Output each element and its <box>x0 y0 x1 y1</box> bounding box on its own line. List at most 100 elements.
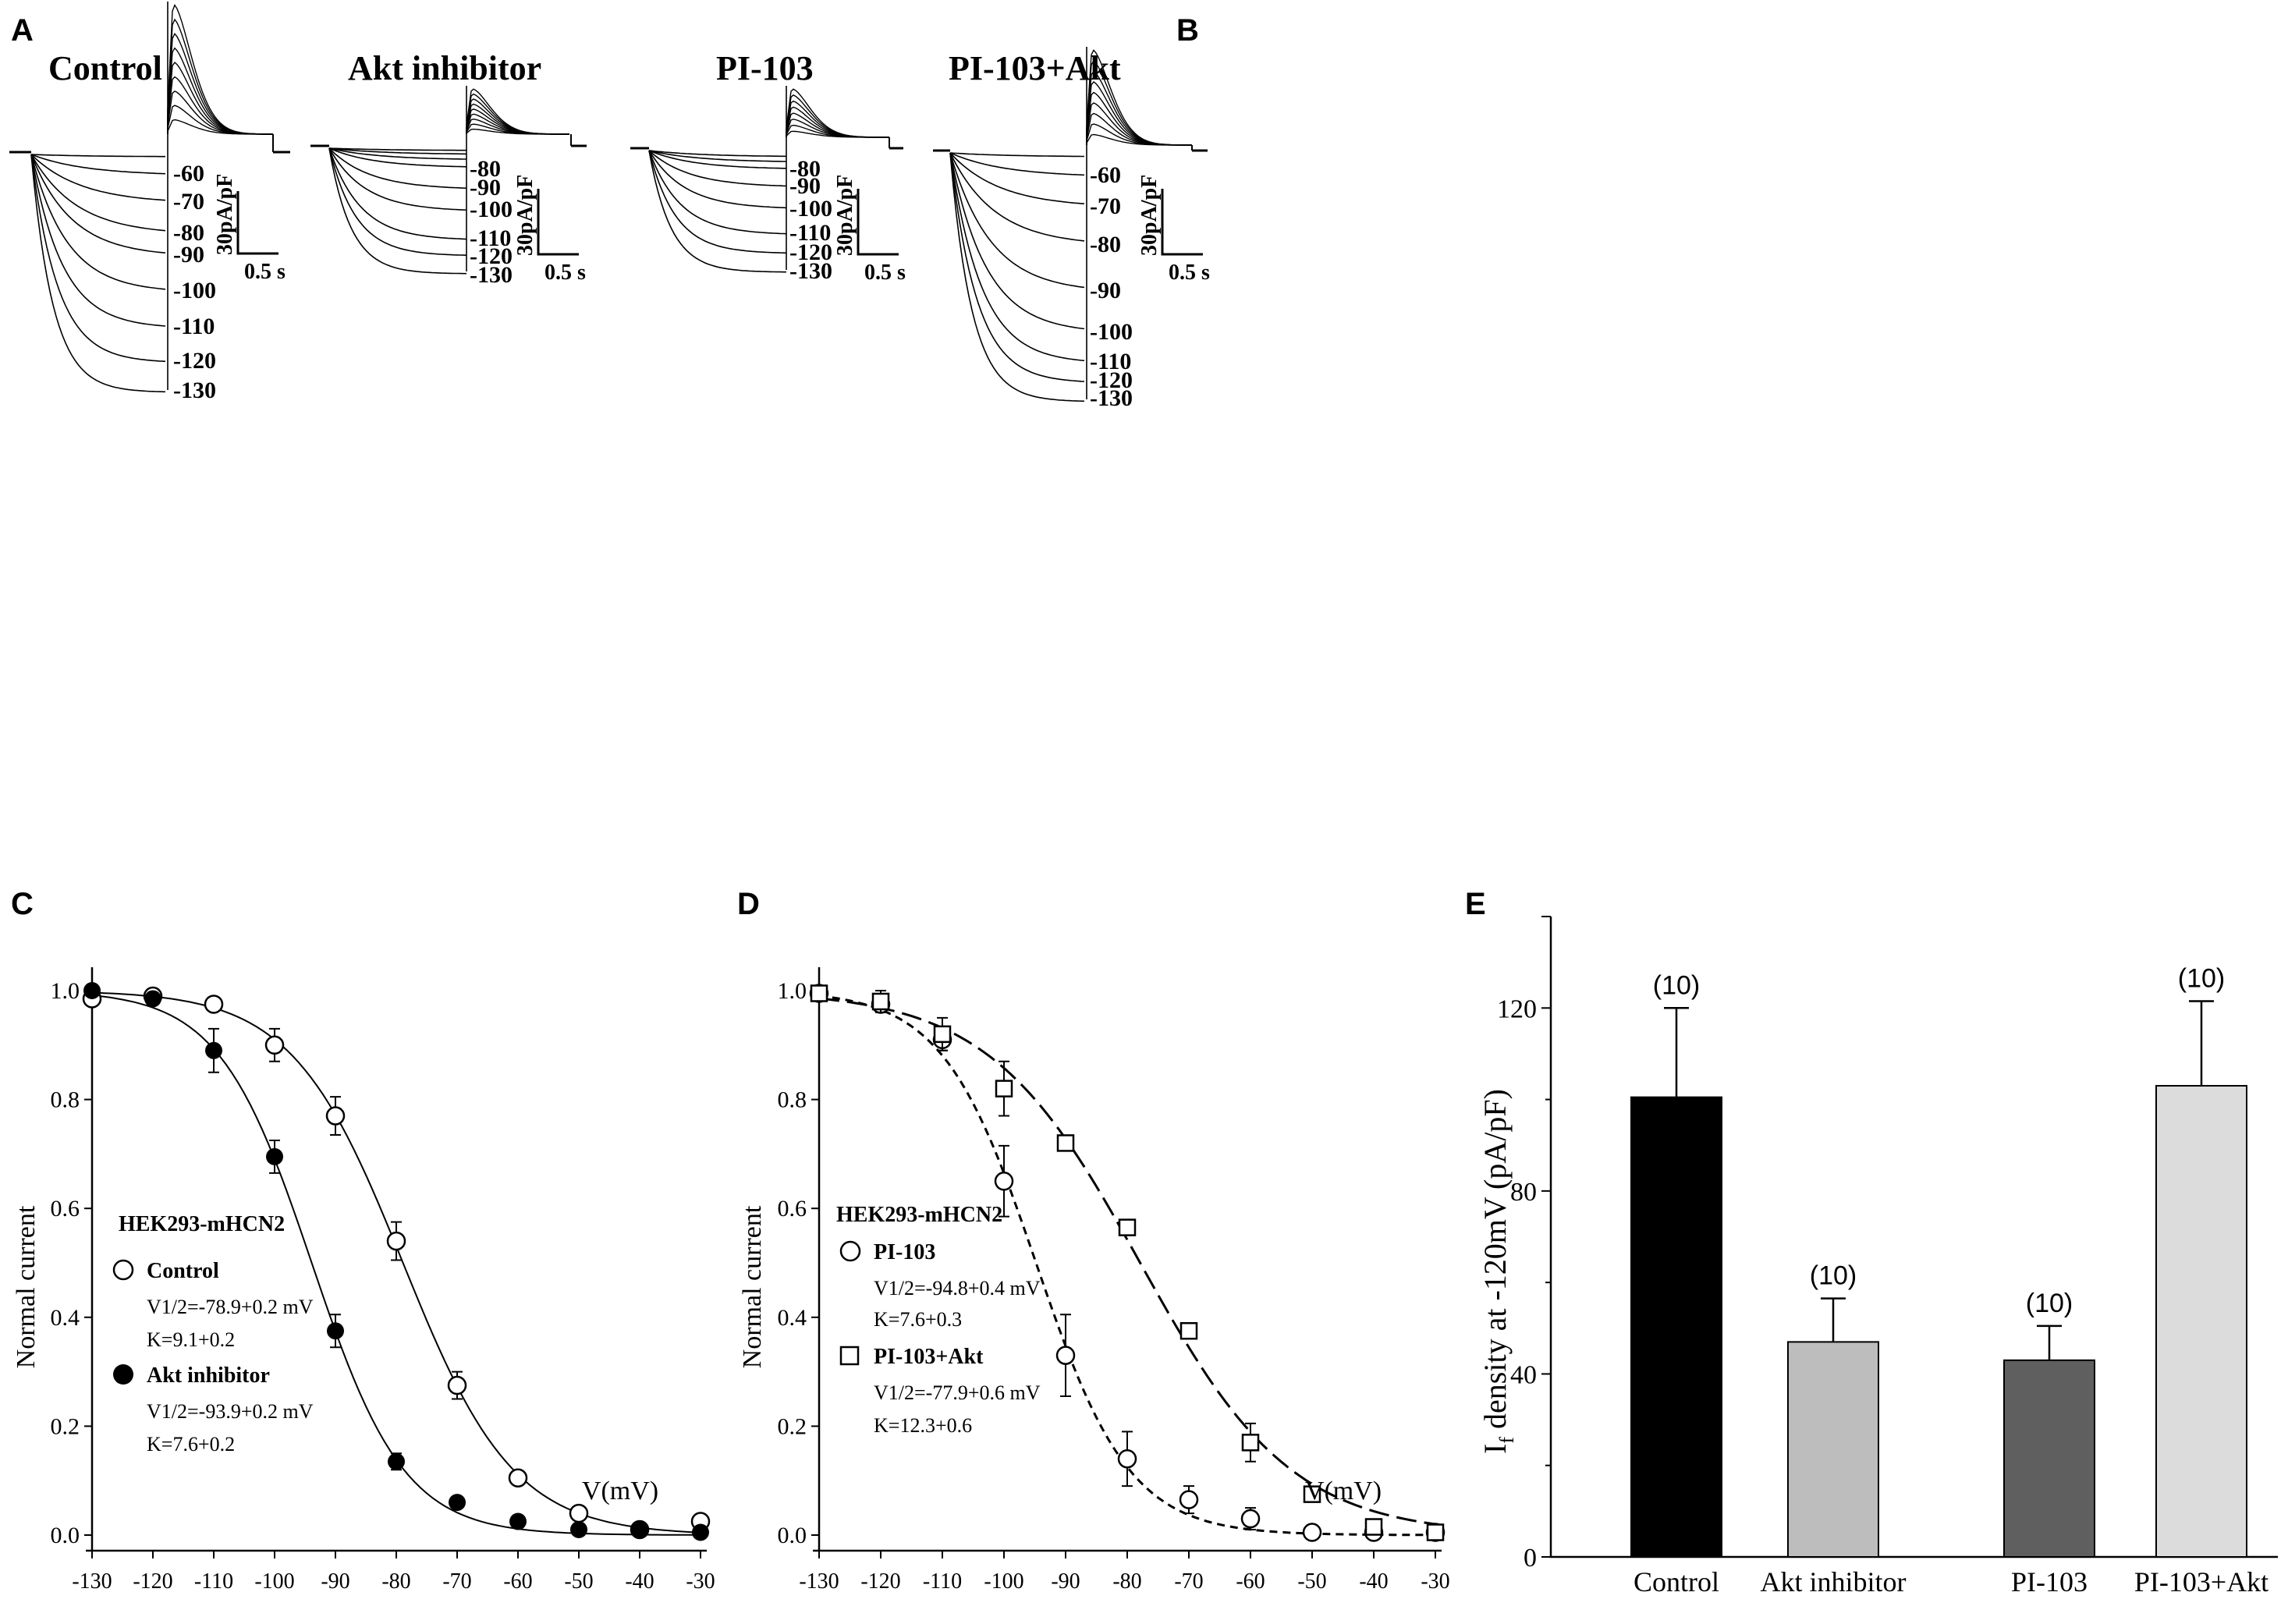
panel-letter-a: A <box>11 13 34 48</box>
data-point <box>449 1494 466 1512</box>
n-label: (10) <box>2026 1289 2073 1318</box>
legend-vhalf: V1/2=-93.9+0.2 mV <box>147 1400 314 1423</box>
data-point <box>1302 1523 1322 1542</box>
tail-current <box>167 33 273 135</box>
legend-slope: K=12.3+0.6 <box>874 1414 972 1437</box>
data-point <box>264 1035 285 1055</box>
voltage-label: -80 <box>789 156 821 182</box>
voltage-label: -60 <box>173 161 204 186</box>
y-tick-label: 0.8 <box>778 1087 807 1113</box>
data-point <box>871 992 890 1011</box>
legend-marker-open-circle <box>839 1240 861 1262</box>
panel-letter-c: C <box>11 887 34 921</box>
current-sweep <box>328 147 466 160</box>
x-tick-label: -130 <box>799 1569 839 1594</box>
y-axis-label-rest: density at -120mV (pA/pF) <box>1477 1089 1513 1437</box>
y-axis-label: Normal current <box>738 1205 767 1368</box>
y-tick-label: 80 <box>1510 1178 1537 1207</box>
x-axis-label: V(mV) <box>582 1477 658 1505</box>
data-point <box>631 1521 648 1539</box>
panel-letter-e: E <box>1465 887 1486 921</box>
voltage-label: -130 <box>173 378 216 403</box>
error-bar <box>1821 1297 1846 1342</box>
legend-title: HEK293-mHCN2 <box>119 1212 285 1236</box>
y-tick-label: 0.2 <box>51 1413 80 1439</box>
data-point <box>1240 1509 1261 1529</box>
voltage-label: -120 <box>789 239 832 265</box>
error-bar <box>2189 1000 2214 1086</box>
tail-current <box>167 4 274 135</box>
y-tick-label: 1.0 <box>778 978 807 1004</box>
trace-title: Akt inhibitor <box>348 49 541 87</box>
category-label: Control <box>1634 1566 1719 1597</box>
voltage-label: -130 <box>789 258 832 284</box>
category-label: Akt inhibitor <box>1761 1566 1907 1597</box>
current-sweep <box>30 154 166 254</box>
x-tick-label: -90 <box>321 1569 349 1594</box>
current-sweep <box>30 154 166 290</box>
x-tick-label: -70 <box>1174 1569 1203 1594</box>
y-tick-label: 0.2 <box>778 1413 807 1439</box>
voltage-label: -130 <box>1090 385 1133 411</box>
n-label: (10) <box>1653 970 1700 1000</box>
data-point <box>1364 1518 1383 1536</box>
data-point <box>386 1231 406 1251</box>
trace-title: Control <box>48 49 162 87</box>
voltage-label: -90 <box>470 175 501 200</box>
scale-bar-y-label: 30pA/pF <box>1137 175 1162 256</box>
bar <box>1630 1096 1722 1558</box>
voltage-label: -100 <box>1090 319 1133 345</box>
x-tick-label: -110 <box>923 1569 962 1594</box>
current-sweep <box>328 147 467 256</box>
y-axis-label: If density at -120mV (pA/pF) <box>1477 1089 1518 1454</box>
x-tick-label: -80 <box>1112 1569 1141 1594</box>
category-label: PI-103 <box>2011 1566 2088 1597</box>
current-traces: Control-60-70-80-90-100-110-120-13030pA/… <box>9 2 1210 411</box>
panel-letter-b: B <box>1176 13 1199 48</box>
data-point <box>1303 1485 1321 1503</box>
data-point <box>325 1106 346 1126</box>
scale-bar <box>857 189 899 256</box>
data-point <box>144 990 161 1008</box>
bar <box>2155 1084 2247 1558</box>
voltage-label: -80 <box>1090 232 1121 257</box>
current-sweep <box>648 150 787 254</box>
current-sweep <box>328 147 467 168</box>
tail-current <box>167 18 274 135</box>
x-tick-label: -130 <box>72 1569 112 1594</box>
scale-bar-x-label: 0.5 s <box>1169 261 1210 285</box>
x-tick-label: -30 <box>686 1569 715 1594</box>
x-tick-label: -120 <box>860 1569 900 1594</box>
legend-slope: K=7.6+0.2 <box>147 1433 235 1456</box>
current-sweep <box>30 154 166 393</box>
tail-current <box>786 88 889 138</box>
y-axis-label: Normal current <box>12 1205 41 1368</box>
legend-vhalf: V1/2=-78.9+0.2 mV <box>147 1296 314 1318</box>
current-sweep <box>30 154 165 158</box>
trace-title: PI-103 <box>716 49 814 87</box>
fit-curve <box>818 995 1436 1537</box>
scale-bar <box>537 189 579 256</box>
voltage-label: -100 <box>470 197 513 222</box>
legend-marker-open-square <box>839 1346 860 1366</box>
legend-series-label: Akt inhibitor <box>147 1363 270 1388</box>
data-point <box>570 1521 587 1539</box>
current-sweep <box>949 152 1085 330</box>
current-sweep <box>949 152 1085 362</box>
current-sweep <box>648 150 786 162</box>
legend-marker-filled-circle <box>113 1364 133 1385</box>
tail-current <box>1086 81 1192 146</box>
bar <box>1787 1341 1879 1558</box>
data-point <box>1056 1134 1075 1152</box>
current-sweep <box>648 150 787 187</box>
voltage-label: -90 <box>173 242 204 268</box>
data-point <box>569 1503 589 1523</box>
x-tick-label: -60 <box>1236 1569 1265 1594</box>
y-tick-label: 40 <box>1510 1360 1537 1389</box>
data-point <box>1055 1346 1076 1365</box>
tail-current <box>466 93 569 135</box>
voltage-label: -60 <box>1090 162 1121 188</box>
legend-vhalf: V1/2=-94.8+0.4 mV <box>874 1277 1041 1300</box>
x-tick-label: -100 <box>984 1569 1023 1594</box>
